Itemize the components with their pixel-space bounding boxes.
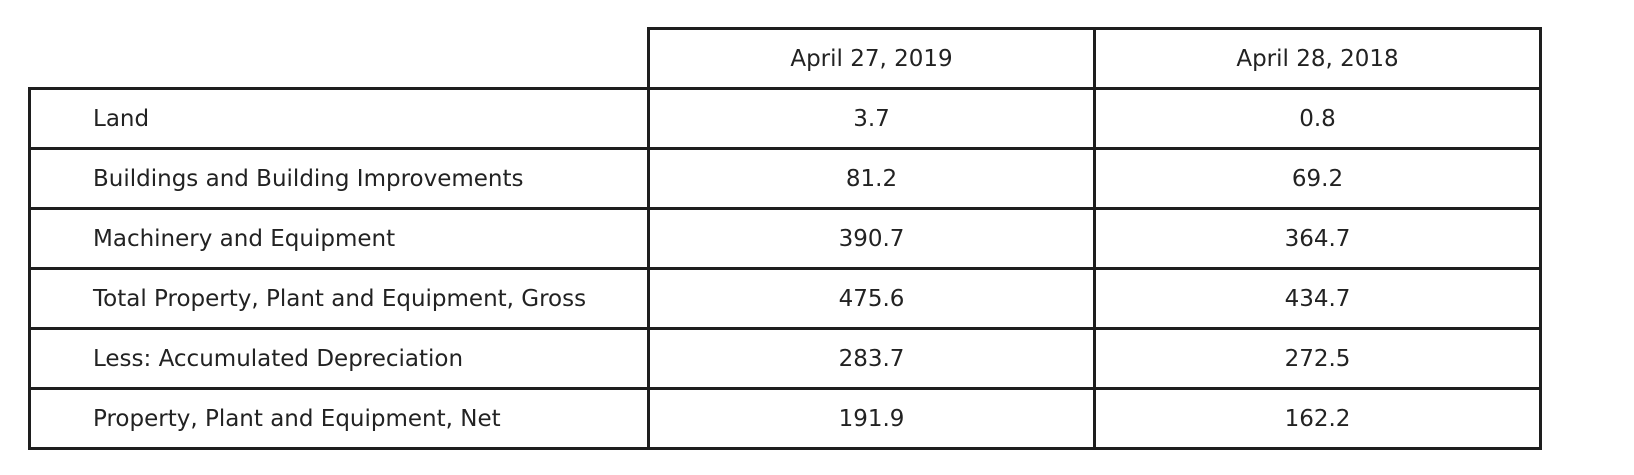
value-2018: 364.7 [1093, 207, 1542, 270]
value-2018: 162.2 [1093, 387, 1542, 450]
row-label: Less: Accumulated Depreciation [28, 327, 650, 390]
value-2019: 191.9 [647, 387, 1096, 450]
row-label: Machinery and Equipment [28, 207, 650, 270]
header-blank-cell [29, 28, 650, 90]
table-row: Buildings and Building Improvements 81.2… [28, 147, 1542, 210]
table-row: Total Property, Plant and Equipment, Gro… [28, 267, 1542, 330]
table-body: Land 3.7 0.8 Buildings and Building Impr… [28, 87, 1542, 450]
row-label: Buildings and Building Improvements [28, 147, 650, 210]
table-row: Less: Accumulated Depreciation 283.7 272… [28, 327, 1542, 390]
table-row: Property, Plant and Equipment, Net 191.9… [28, 387, 1542, 450]
value-2019: 475.6 [647, 267, 1096, 330]
column-header-2018: April 28, 2018 [1093, 27, 1542, 90]
header-row: April 27, 2019 April 28, 2018 [29, 27, 1542, 90]
property-plant-equipment-table: April 27, 2019 April 28, 2018 Land 3.7 0… [28, 27, 1542, 450]
value-2018: 0.8 [1093, 87, 1542, 150]
column-header-2019: April 27, 2019 [647, 27, 1096, 90]
value-2019: 81.2 [647, 147, 1096, 210]
row-label: Land [28, 87, 650, 150]
row-label: Total Property, Plant and Equipment, Gro… [28, 267, 650, 330]
value-2018: 272.5 [1093, 327, 1542, 390]
table-row: Land 3.7 0.8 [28, 87, 1542, 150]
value-2018: 434.7 [1093, 267, 1542, 330]
value-2019: 390.7 [647, 207, 1096, 270]
table-row: Machinery and Equipment 390.7 364.7 [28, 207, 1542, 270]
row-label: Property, Plant and Equipment, Net [28, 387, 650, 450]
value-2019: 283.7 [647, 327, 1096, 390]
value-2018: 69.2 [1093, 147, 1542, 210]
value-2019: 3.7 [647, 87, 1096, 150]
table-header: April 27, 2019 April 28, 2018 [29, 27, 1542, 90]
